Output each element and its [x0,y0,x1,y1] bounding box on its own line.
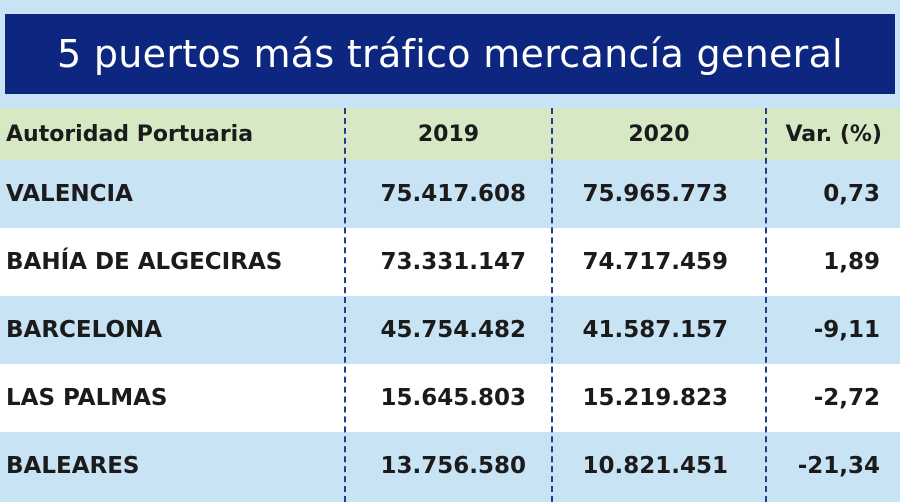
port-name: BALEARES [6,453,140,479]
table-title: 5 puertos más tráfico mercancía general [5,14,895,94]
ports-table: Autoridad Portuaria 2019 2020 Var. (%) V… [0,108,900,500]
table-row: BAHÍA DE ALGECIRAS 73.331.147 74.717.459… [0,228,900,296]
port-name: BAHÍA DE ALGECIRAS [6,249,283,275]
header-2019: 2019 [417,121,480,147]
port-name: LAS PALMAS [6,385,168,411]
value-variation: 0,73 [823,181,880,207]
table-row: BARCELONA 45.754.482 41.587.157 -9,11 [0,296,900,364]
value-2020: 10.821.451 [582,453,728,479]
value-2019: 13.756.580 [380,453,526,479]
column-divider [344,108,346,502]
value-2020: 74.717.459 [582,249,728,275]
value-2019: 45.754.482 [380,317,526,343]
value-2020: 75.965.773 [582,181,728,207]
header-2020: 2020 [628,121,690,147]
value-variation: -21,34 [797,453,880,479]
header-variation: Var. (%) [785,121,882,147]
value-2019: 15.645.803 [380,385,526,411]
port-name: VALENCIA [6,181,133,207]
table-row: VALENCIA 75.417.608 75.965.773 0,73 [0,160,900,228]
column-divider [765,108,767,502]
table-row: LAS PALMAS 15.645.803 15.219.823 -2,72 [0,364,900,432]
table-row: BALEARES 13.756.580 10.821.451 -21,34 [0,432,900,500]
value-2020: 15.219.823 [582,385,728,411]
value-2019: 75.417.608 [380,181,526,207]
table-header-row: Autoridad Portuaria 2019 2020 Var. (%) [0,108,900,160]
value-variation: -9,11 [813,317,880,343]
value-2019: 73.331.147 [380,249,526,275]
value-2020: 41.587.157 [582,317,728,343]
column-divider [551,108,553,502]
value-variation: 1,89 [823,249,880,275]
port-name: BARCELONA [6,317,163,343]
value-variation: -2,72 [813,385,880,411]
header-port: Autoridad Portuaria [6,121,254,147]
